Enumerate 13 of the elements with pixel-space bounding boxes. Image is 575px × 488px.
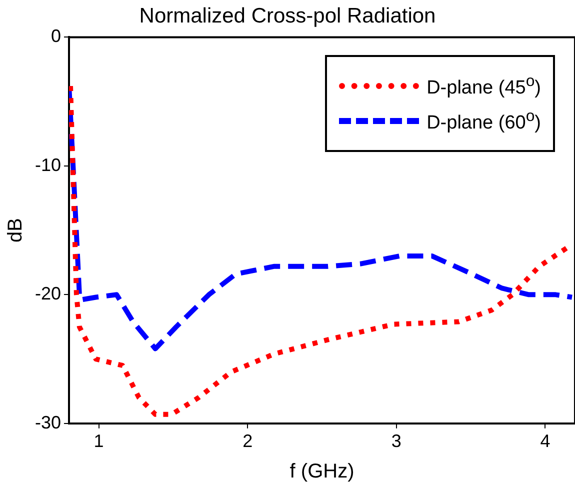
legend-label: D-plane (60$^{o}$) [426,108,541,134]
y-tick-label: -10 [35,154,62,175]
x-tick-label: 2 [242,431,253,452]
y-tick-label: 0 [51,26,62,46]
x-tick-label: 3 [391,431,402,452]
legend-label: D-plane (45$^{o}$) [426,73,541,100]
y-tick-label: -30 [35,412,62,432]
x-axis-title: f (GHz) [290,460,354,483]
chart-title: Normalized Cross-pol Radiation [139,4,436,28]
y-axis-title: dB [4,218,27,243]
x-tick-label: 1 [94,431,104,452]
x-tick-label: 4 [540,431,550,452]
y-tick-label: -20 [35,284,62,304]
